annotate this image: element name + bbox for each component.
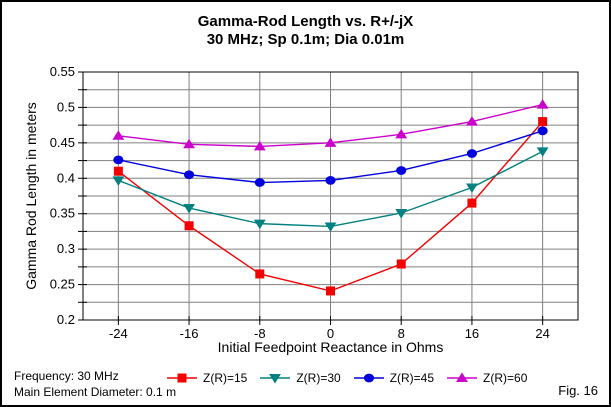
legend-label: Z(R)=60: [483, 371, 528, 385]
data-point-triangle-down: [324, 222, 337, 232]
data-point-circle: [113, 155, 124, 165]
chart-legend: Z(R)=15 Z(R)=30 Z(R)=45 Z(R)=60: [167, 371, 527, 385]
figure-number: Fig. 16: [558, 383, 598, 398]
legend-marker-triangle-down-icon: [260, 374, 291, 384]
x-axis-title: Initial Feedpoint Reactance in Ohms: [217, 339, 444, 355]
data-point-square: [184, 221, 194, 231]
y-tick-label: 0.55: [50, 64, 75, 79]
data-point-triangle-down: [183, 204, 195, 214]
y-tick-label: 0.5: [57, 99, 75, 114]
series-Z(R)=45: [113, 126, 548, 187]
legend-item-Z(R)=30: Z(R)=30: [260, 371, 341, 385]
data-point-circle: [537, 126, 548, 136]
legend-item-Z(R)=60: Z(R)=60: [447, 371, 527, 385]
data-point-triangle-up: [183, 138, 195, 149]
data-point-triangle-up: [324, 137, 337, 147]
legend-item-Z(R)=45: Z(R)=45: [353, 371, 435, 385]
data-point-triangle-up: [395, 128, 408, 139]
axis-ticks: [78, 71, 544, 325]
y-tick-label: 0.2: [57, 312, 75, 327]
legend-marker-circle-icon: [353, 373, 384, 383]
legend-label: Z(R)=15: [203, 371, 248, 385]
x-tick-label: -8: [254, 326, 266, 341]
x-tick-label: -24: [109, 326, 128, 341]
data-point-triangle-down: [536, 147, 549, 157]
data-point-square: [538, 117, 548, 127]
data-point-triangle-up: [112, 130, 125, 140]
legend-marker-square-icon: [167, 373, 197, 383]
data-point-circle: [254, 178, 265, 187]
series-Z(R)=60: [112, 99, 549, 151]
chart-title: Gamma-Rod Length vs. R+/-jX 30 MHz; Sp 0…: [2, 13, 609, 49]
data-point-circle: [466, 149, 478, 158]
legend-marker-shape: [177, 373, 187, 383]
data-point-square: [326, 286, 335, 296]
data-point-triangle-up: [253, 140, 266, 151]
series-Z(R)=30: [112, 147, 549, 232]
chart-title-line1: Gamma-Rod Length vs. R+/-jX: [197, 13, 414, 30]
legend-marker-shape: [269, 374, 282, 384]
data-point-triangle-down: [395, 209, 408, 219]
gridlines: [83, 72, 578, 320]
data-point-square: [255, 269, 265, 279]
legend-label: Z(R)=45: [389, 371, 435, 385]
tick-labels: -24 -16 -8 0 8 16 24 0.2 0.25 0.3 0.35 0.4 0.45 0.5 0.…: [50, 64, 550, 341]
footer-frequency: Frequency: 30 MHz: [14, 369, 119, 383]
x-tick-label: -16: [180, 326, 199, 341]
y-tick-label: 0.35: [50, 206, 75, 221]
chart-title-line2: 30 MHz; Sp 0.1m; Dia 0.01m: [206, 31, 405, 48]
legend-item-Z(R)=15: Z(R)=15: [167, 371, 247, 385]
y-tick-label: 0.4: [57, 170, 75, 185]
x-tick-label: 16: [465, 326, 479, 341]
footer-element-diameter: Main Element Diameter: 0.1 m: [14, 385, 177, 399]
y-tick-label: 0.25: [50, 277, 75, 292]
data-point-triangle-up: [536, 99, 549, 109]
legend-marker-shape: [363, 373, 374, 383]
legend-marker-triangle-up-icon: [447, 372, 478, 382]
data-point-circle: [396, 166, 407, 175]
data-point-triangle-down: [253, 219, 266, 230]
series-Z(R)=15: [113, 117, 548, 296]
legend-label: Z(R)=30: [296, 371, 341, 385]
y-tick-label: 0.45: [50, 135, 75, 150]
data-point-triangle-up: [466, 116, 478, 126]
data-point-circle: [325, 176, 336, 185]
legend-marker-shape: [456, 372, 468, 382]
data-point-square: [396, 259, 406, 269]
data-point-triangle-down: [112, 176, 125, 186]
x-tick-label: 0: [327, 326, 334, 341]
y-axis-title: Gamma Rod Length in meters: [23, 102, 39, 290]
data-point-triangle-down: [466, 183, 478, 193]
x-tick-label: 24: [535, 326, 549, 341]
data-point-square: [467, 198, 477, 208]
x-tick-label: 8: [398, 326, 405, 341]
data-point-circle: [183, 170, 195, 180]
y-tick-label: 0.3: [57, 241, 75, 256]
data-point-square: [113, 166, 123, 176]
